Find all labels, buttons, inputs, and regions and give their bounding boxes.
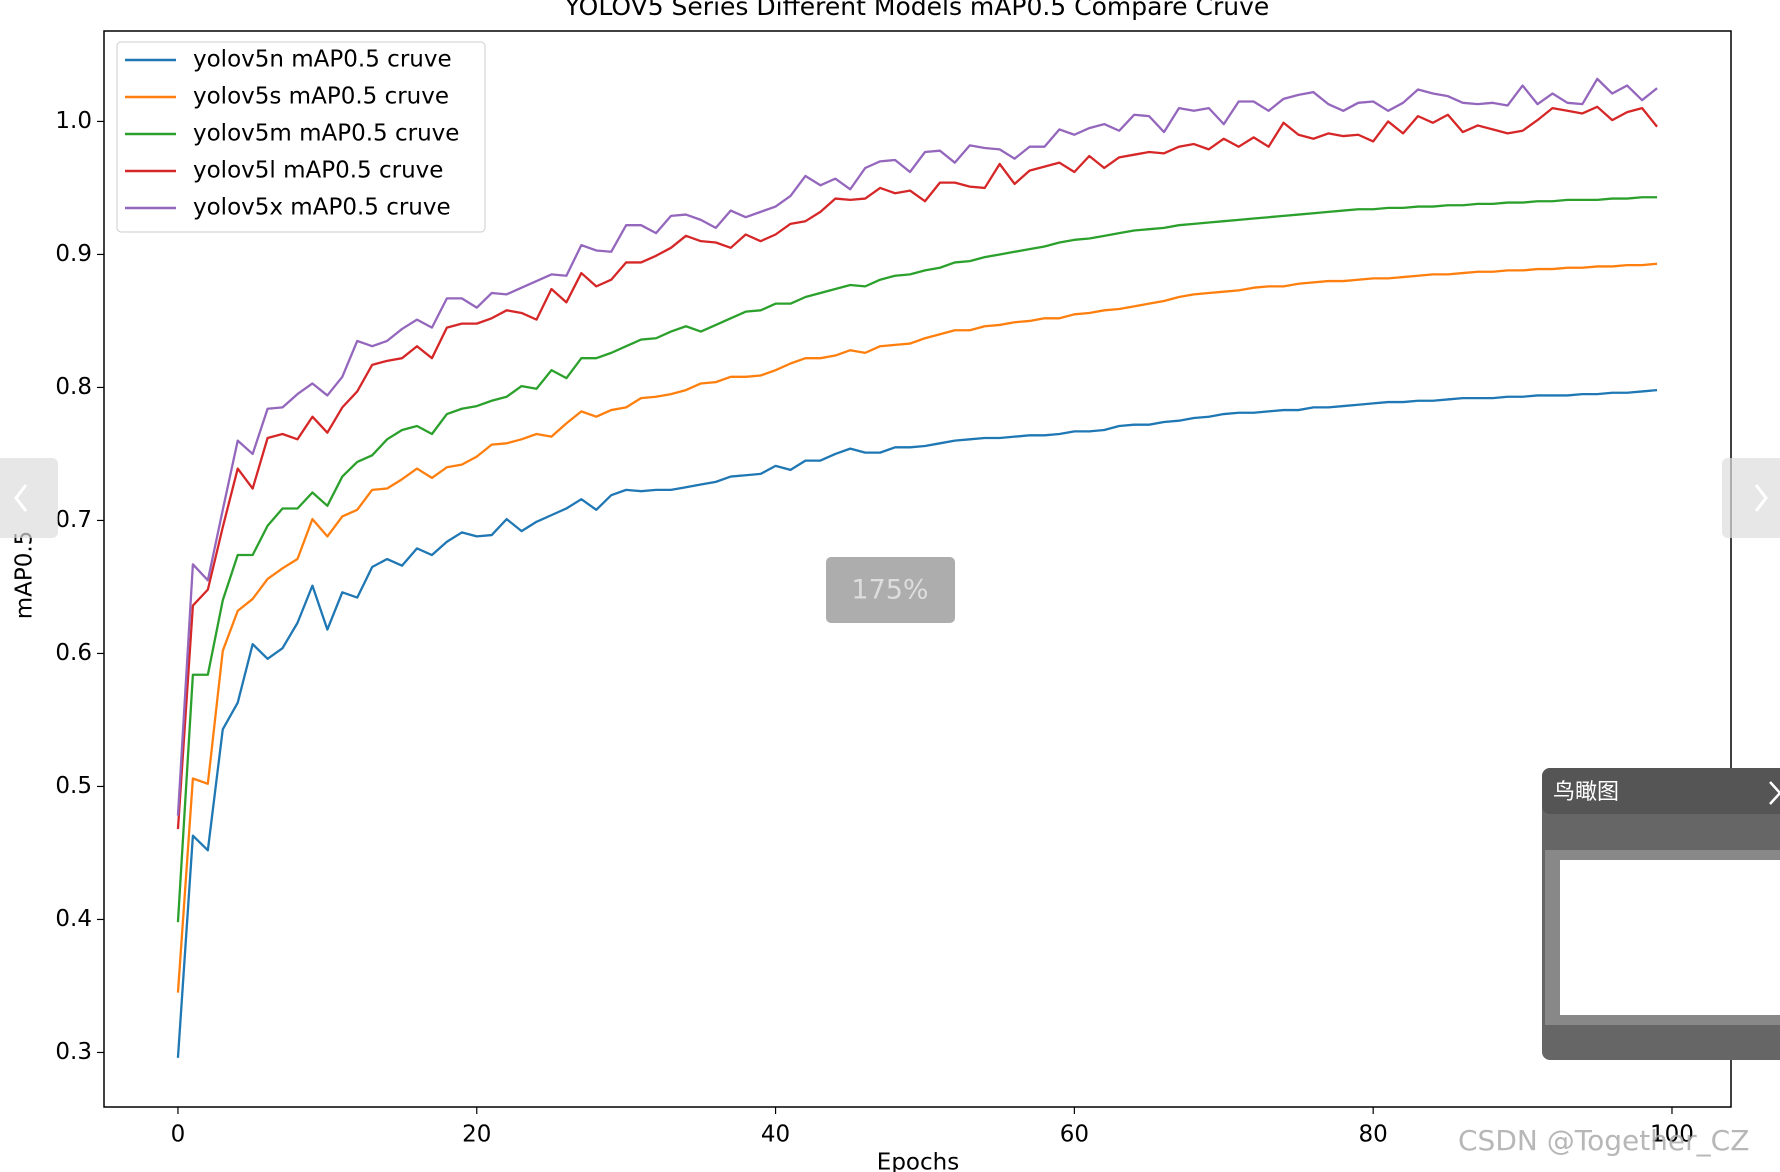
legend: yolov5n mAP0.5 cruve yolov5s mAP0.5 cruve… <box>125 47 459 221</box>
prev-icon <box>14 484 28 512</box>
y-tick-label: 0.9 <box>55 241 92 267</box>
minimap-title: 鸟瞰图 <box>1553 780 1619 805</box>
y-tick-label: 0.4 <box>55 906 92 932</box>
series-line <box>176 388 1658 1058</box>
next-button[interactable] <box>1722 458 1780 538</box>
legend-box <box>116 41 486 233</box>
x-axis-label: Epochs <box>877 1150 959 1172</box>
minimap-header <box>1542 768 1780 814</box>
y-tick-label: 0.6 <box>55 640 92 666</box>
watermark: CSDN @Together_CZ <box>1458 1124 1749 1157</box>
legend-label: yolov5s mAP0.5 cruve <box>193 84 449 110</box>
plot-frame <box>103 30 1732 1108</box>
legend-label: yolov5l mAP0.5 cruve <box>193 158 443 184</box>
y-tick-label: 1.0 <box>55 108 92 134</box>
chart-title: YOLOV5 Series Different Models mAP0.5 Co… <box>564 0 1270 21</box>
minimap-close[interactable] <box>1769 781 1780 805</box>
series-line <box>176 196 1658 923</box>
x-tick-label: 0 <box>171 1122 186 1148</box>
next-icon <box>1754 484 1768 512</box>
x-tick-label: 60 <box>1060 1122 1089 1148</box>
x-tick-label: 80 <box>1359 1122 1388 1148</box>
legend-label: yolov5m mAP0.5 cruve <box>193 121 459 147</box>
zoom-badge <box>826 557 955 623</box>
plot-area <box>176 77 1658 1058</box>
x-tick-label: 100 <box>1650 1122 1694 1148</box>
y-tick-label: 0.3 <box>55 1039 92 1065</box>
x-tick-label: 20 <box>462 1122 491 1148</box>
y-tick-label: 0.7 <box>55 507 92 533</box>
legend-label: yolov5n mAP0.5 cruve <box>193 47 452 73</box>
legend-label: yolov5x mAP0.5 cruve <box>193 195 451 221</box>
x-tick-label: 40 <box>761 1122 790 1148</box>
series-line <box>176 77 1658 816</box>
prev-button[interactable] <box>0 458 58 538</box>
minimap-thumbnail[interactable] <box>1560 860 1780 1015</box>
y-tick-label: 0.5 <box>55 773 92 799</box>
axes: 0.3 0.4 0.5 0.6 0.7 0.8 0.9 1.0 0 20 40 60 80 100 <box>55 108 1694 1148</box>
y-axis-label: mAP0.5 <box>12 531 38 620</box>
y-tick-label: 0.8 <box>55 374 92 400</box>
zoom-label: 175% <box>851 575 928 606</box>
series-line <box>176 105 1658 830</box>
series-line <box>176 262 1658 993</box>
